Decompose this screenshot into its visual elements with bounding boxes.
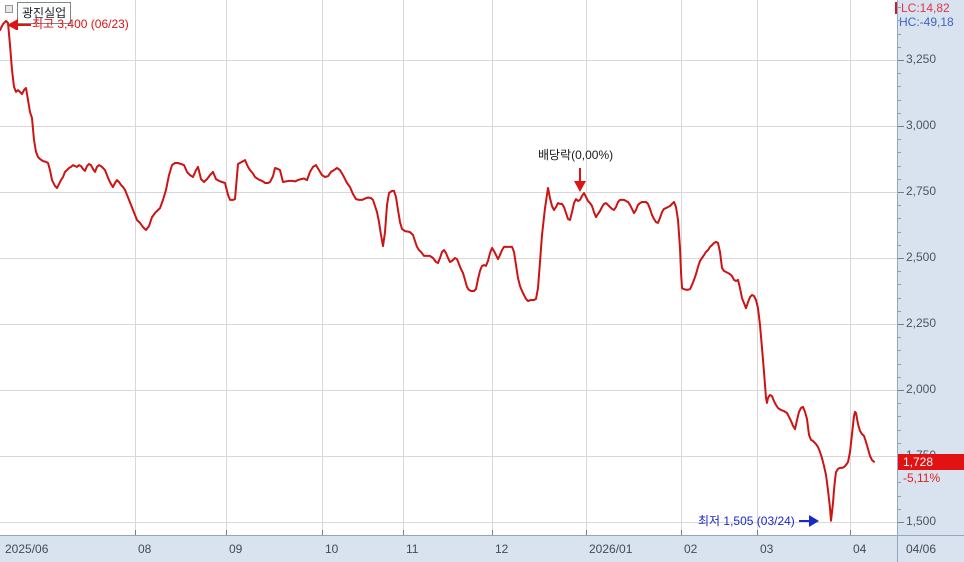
price-minor-tick bbox=[898, 416, 901, 417]
price-minor-tick bbox=[898, 205, 901, 206]
price-minor-tick bbox=[898, 364, 901, 365]
lc-value: LC:14,82 bbox=[901, 1, 950, 15]
price-minor-tick bbox=[898, 34, 901, 35]
price-minor-tick bbox=[898, 179, 901, 180]
price-major-tick bbox=[898, 258, 904, 259]
price-tick-label: 1,500 bbox=[906, 514, 937, 528]
time-tick-label: 11 bbox=[406, 542, 419, 556]
change-percent-label: -5,11% bbox=[903, 471, 941, 485]
axis-corner-divider bbox=[897, 536, 898, 562]
price-minor-tick bbox=[898, 73, 901, 74]
time-tick-label: 09 bbox=[229, 542, 243, 556]
hc-value: HC:-49,18 bbox=[899, 15, 954, 29]
right-arrow-icon bbox=[798, 514, 819, 527]
price-minor-tick bbox=[898, 139, 901, 140]
price-major-tick bbox=[898, 324, 904, 325]
time-tick-label: 03 bbox=[760, 542, 774, 556]
time-tick-label: 10 bbox=[325, 542, 339, 556]
time-tick-label: 04 bbox=[853, 542, 867, 556]
price-line bbox=[0, 19, 875, 522]
price-major-tick bbox=[898, 126, 904, 127]
price-minor-tick bbox=[898, 350, 901, 351]
price-minor-tick bbox=[898, 496, 901, 497]
price-minor-tick bbox=[898, 100, 901, 101]
price-minor-tick bbox=[898, 430, 901, 431]
high-annotation: 최고 3,400 (06/23) bbox=[7, 15, 129, 32]
price-minor-tick bbox=[898, 20, 901, 21]
current-price-badge: 1,728 bbox=[898, 454, 964, 470]
price-minor-tick bbox=[898, 218, 901, 219]
price-minor-tick bbox=[898, 403, 901, 404]
price-minor-tick bbox=[898, 337, 901, 338]
price-minor-tick bbox=[898, 245, 901, 246]
price-tick-label: 3,000 bbox=[906, 118, 937, 132]
ex-dividend-label: 배당락(0,00%) bbox=[538, 148, 614, 162]
time-tick-label: 12 bbox=[495, 542, 509, 556]
price-plot[interactable] bbox=[0, 0, 897, 535]
price-tick-label: 2,750 bbox=[906, 184, 937, 198]
price-minor-tick bbox=[898, 166, 901, 167]
price-minor-tick bbox=[898, 284, 901, 285]
price-major-tick bbox=[898, 522, 904, 523]
axis-corner-date: 04/06 bbox=[906, 542, 937, 556]
down-arrow-icon bbox=[574, 168, 586, 192]
price-minor-tick bbox=[898, 377, 901, 378]
left-arrow-icon bbox=[7, 18, 31, 30]
price-tick-label: 2,000 bbox=[906, 382, 937, 396]
low-annotation-label: 최저 1,505 (03/24) bbox=[698, 514, 795, 528]
price-minor-tick bbox=[898, 271, 901, 272]
symbol-name: 광진실업 bbox=[22, 6, 67, 20]
price-axis[interactable]: LC:14,82 HC:-49,18 3,250 3,000 2,750 2,500 2… bbox=[895, 0, 964, 535]
time-tick-label: 08 bbox=[138, 542, 152, 556]
price-tick-label: 3,250 bbox=[906, 52, 937, 66]
lc-tick-mark bbox=[895, 2, 897, 14]
time-tick-label: 2026/01 bbox=[589, 542, 633, 556]
price-line-chart bbox=[0, 0, 897, 535]
time-axis[interactable]: 2025/06 08 09 10 11 12 2026/01 02 03 04 04/06 bbox=[0, 535, 964, 562]
price-minor-tick bbox=[898, 47, 901, 48]
price-tick-label: 2,500 bbox=[906, 250, 937, 264]
window-bullet-icon bbox=[5, 5, 13, 13]
symbol-title-chip[interactable]: 광진실업 bbox=[17, 2, 72, 24]
ex-dividend-annotation: 배당락(0,00%) bbox=[538, 146, 613, 163]
time-tick-label: 2025/06 bbox=[5, 542, 49, 556]
price-minor-tick bbox=[898, 7, 901, 8]
price-minor-tick bbox=[898, 311, 901, 312]
time-tick-label: 02 bbox=[684, 542, 698, 556]
price-major-tick bbox=[898, 60, 904, 61]
low-annotation: 최저 1,505 (03/24) bbox=[698, 512, 819, 529]
price-major-tick bbox=[898, 390, 904, 391]
high-annotation-label: 최고 3,400 (06/23) bbox=[32, 17, 129, 31]
price-minor-tick bbox=[898, 86, 901, 87]
price-minor-tick bbox=[898, 443, 901, 444]
price-minor-tick bbox=[898, 113, 901, 114]
price-tick-label: 2,250 bbox=[906, 316, 937, 330]
price-minor-tick bbox=[898, 232, 901, 233]
price-minor-tick bbox=[898, 298, 901, 299]
price-minor-tick bbox=[898, 509, 901, 510]
price-minor-tick bbox=[898, 482, 901, 483]
price-minor-tick bbox=[898, 152, 901, 153]
price-major-tick bbox=[898, 192, 904, 193]
